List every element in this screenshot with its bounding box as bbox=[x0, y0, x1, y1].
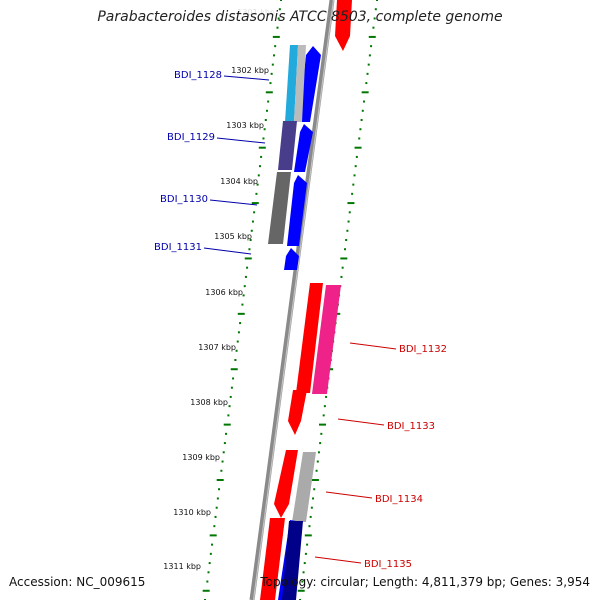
backbone-line bbox=[249, 0, 335, 600]
scale-labels: 1301 kbp 1302 kbp 1303 kbp 1304 kbp 1305… bbox=[163, 8, 275, 571]
gene-arrow-forward[interactable] bbox=[287, 175, 307, 246]
page-title: Parabacteroides distasonis ATCC 8503, co… bbox=[97, 9, 503, 25]
gene-arrow-forward[interactable] bbox=[294, 124, 313, 172]
gene-label-leaders bbox=[203, 75, 397, 564]
scale-label: 1311 kbp bbox=[163, 562, 201, 571]
gene-cog-navy[interactable] bbox=[282, 521, 303, 600]
gene-arrow-forward[interactable] bbox=[284, 248, 299, 270]
gene-arrow-reverse[interactable] bbox=[274, 450, 298, 518]
genome-summary: Topology: circular; Length: 4,811,379 bp… bbox=[260, 575, 590, 589]
gene-label-bdi-1132[interactable]: BDI_1132 bbox=[399, 344, 447, 355]
leader-line-bdi-1132 bbox=[349, 342, 397, 350]
gene-features bbox=[260, 0, 352, 600]
gene-cog-gray[interactable] bbox=[268, 172, 291, 244]
gene-labels: BDI_1128 BDI_1129 BDI_1130 BDI_1131 BDI_… bbox=[154, 70, 447, 570]
gene-label-bdi-1131[interactable]: BDI_1131 bbox=[154, 242, 202, 253]
scale-label: 1307 kbp bbox=[198, 343, 236, 352]
gene-arrow-reverse[interactable] bbox=[296, 283, 323, 393]
gene-label-bdi-1133[interactable]: BDI_1133 bbox=[387, 421, 435, 432]
leader-line-bdi-1133 bbox=[337, 418, 385, 426]
left-tick-track bbox=[202, 0, 282, 600]
scale-label: 1304 kbp bbox=[220, 177, 258, 186]
gene-label-bdi-1135[interactable]: BDI_1135 bbox=[364, 559, 412, 570]
gene-arrow-forward[interactable] bbox=[299, 46, 321, 122]
scale-label: 1301 kbp bbox=[237, 8, 275, 17]
leader-line-bdi-1130 bbox=[209, 199, 258, 206]
scale-label: 1310 kbp bbox=[173, 508, 211, 517]
scale-label: 1305 kbp bbox=[214, 232, 252, 241]
gene-arrow-reverse[interactable] bbox=[335, 0, 352, 51]
scale-label: 1302 kbp bbox=[231, 66, 269, 75]
gene-label-bdi-1134[interactable]: BDI_1134 bbox=[375, 494, 423, 505]
backbone bbox=[249, 0, 335, 600]
scale-label: 1303 kbp bbox=[226, 121, 264, 130]
gene-label-bdi-1129[interactable]: BDI_1129 bbox=[167, 132, 215, 143]
gene-label-bdi-1128[interactable]: BDI_1128 bbox=[174, 70, 222, 81]
gene-cog-purple[interactable] bbox=[278, 121, 297, 170]
gene-arrow-reverse[interactable] bbox=[260, 518, 285, 600]
accession-label: Accession: NC_009615 bbox=[9, 575, 146, 589]
scale-label: 1306 kbp bbox=[205, 288, 243, 297]
scale-label: 1308 kbp bbox=[190, 398, 228, 407]
leader-line-bdi-1128 bbox=[223, 75, 270, 81]
leader-line-bdi-1135 bbox=[314, 556, 362, 564]
scale-label: 1309 kbp bbox=[182, 453, 220, 462]
leader-line-bdi-1129 bbox=[216, 137, 266, 144]
gene-cog-cyan[interactable] bbox=[285, 45, 298, 122]
gene-cog-lightgray[interactable] bbox=[294, 45, 306, 122]
leader-line-bdi-1134 bbox=[325, 491, 373, 499]
leader-line-bdi-1131 bbox=[203, 247, 252, 255]
backbone-highlight bbox=[252, 0, 335, 600]
gene-cog-pink[interactable] bbox=[312, 285, 341, 394]
gene-arrow-reverse[interactable] bbox=[288, 390, 307, 435]
gene-label-bdi-1130[interactable]: BDI_1130 bbox=[160, 194, 208, 205]
gene-cog-lightgray[interactable] bbox=[292, 452, 316, 522]
